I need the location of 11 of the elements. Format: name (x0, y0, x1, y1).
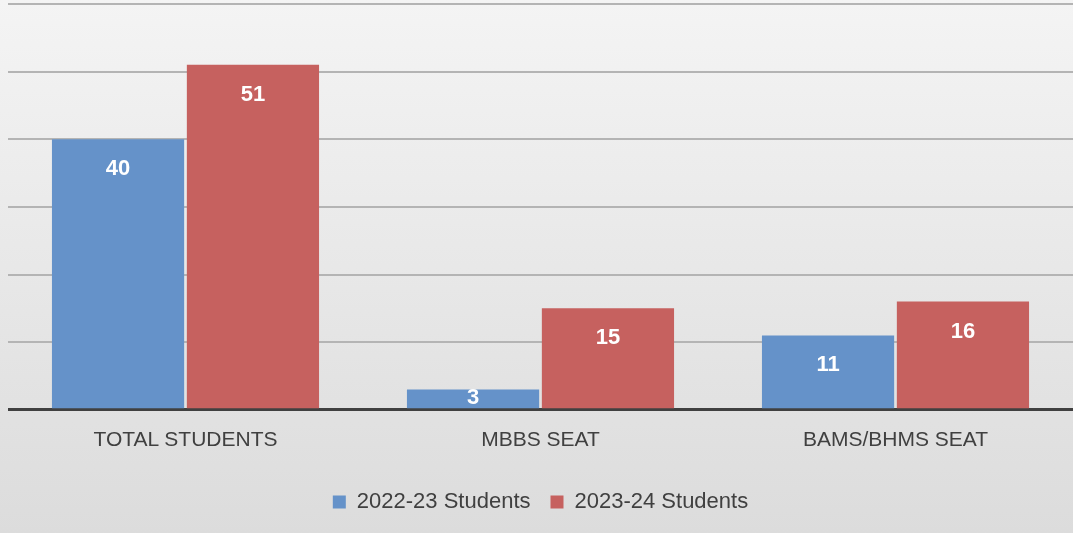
x-tick-label: BAMS/BHMS SEAT (802, 427, 989, 451)
data-label: 40 (105, 155, 131, 181)
legend-label: 2022-23 Students (356, 488, 531, 514)
data-label: 3 (466, 384, 480, 410)
data-label: 15 (595, 324, 621, 350)
data-label: 16 (950, 317, 976, 343)
data-label: 11 (816, 351, 840, 377)
x-tick-label: TOTAL STUDENTS (93, 427, 278, 451)
data-label: 51 (240, 80, 266, 106)
x-tick-label: MBBS SEAT (481, 427, 600, 451)
legend-label: 2023-24 Students (574, 488, 749, 514)
